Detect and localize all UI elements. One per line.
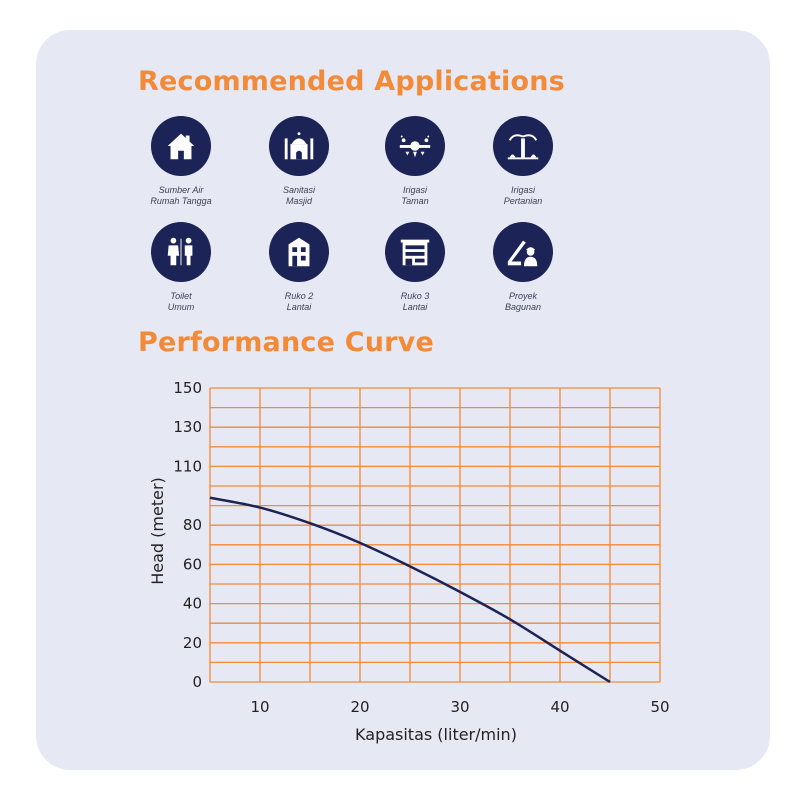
app-label-line2: Umum (167, 302, 195, 312)
mosque-icon (269, 116, 329, 176)
performance-curve-title: Performance Curve (138, 327, 434, 358)
toilet-people-icon (151, 222, 211, 282)
x-tick-label: 40 (550, 698, 569, 716)
y-tick-label: 60 (183, 555, 202, 573)
x-tick-label: 20 (350, 698, 369, 716)
y-tick-label: 110 (173, 457, 202, 475)
app-label-line1: Sumber Air (158, 185, 204, 195)
app-label-line2: Pertanian (503, 196, 543, 206)
app-label-line1: Toilet (170, 291, 192, 301)
x-axis-label: Kapasitas (liter/min) (355, 725, 517, 744)
app-item-household: Sumber Air Rumah Tangga (126, 116, 236, 207)
app-item-mosque: Sanitasi Masjid (244, 116, 354, 207)
recommended-applications-title: Recommended Applications (138, 66, 565, 97)
house-icon (151, 116, 211, 176)
y-tick-label: 150 (173, 379, 202, 397)
y-axis-ticks: 0 20 40 60 80 110 130 150 (173, 379, 202, 691)
app-label-line1: Sanitasi (282, 185, 316, 195)
app-item-farm-irrigation: Irigasi Pertanian (468, 116, 578, 207)
app-item-garden-irrigation: Irigasi Taman (360, 116, 470, 207)
farm-irrigation-icon (493, 116, 553, 176)
y-tick-label: 80 (183, 516, 202, 534)
app-item-shophouse-3: Ruko 3 Lantai (360, 222, 470, 313)
garden-sprinkler-icon (385, 116, 445, 176)
app-item-shophouse-2: Ruko 2 Lantai (244, 222, 354, 313)
y-tick-label: 40 (183, 595, 202, 613)
app-label-line1: Irigasi (510, 185, 535, 195)
performance-curve-line (209, 496, 611, 684)
x-tick-label: 30 (450, 698, 469, 716)
app-label-line2: Lantai (402, 302, 428, 312)
app-label-line1: Irigasi (402, 185, 427, 195)
performance-curve-chart: 0 20 40 60 80 110 130 150 10 20 30 40 50 Head (mete… (148, 379, 670, 744)
app-label-line2: Taman (401, 196, 429, 206)
shophouse-2-icon (269, 222, 329, 282)
y-tick-label: 130 (173, 418, 202, 436)
x-tick-label: 10 (250, 698, 269, 716)
app-label-line1: Proyek (508, 291, 537, 301)
x-tick-label: 50 (650, 698, 669, 716)
app-label-line1: Ruko 2 (284, 291, 314, 301)
app-label-line2: Masjid (285, 196, 312, 206)
shophouse-3-icon (385, 222, 445, 282)
app-label-line2: Lantai (286, 302, 312, 312)
app-label-line1: Ruko 3 (400, 291, 430, 301)
x-axis-ticks: 10 20 30 40 50 (250, 698, 669, 716)
app-label-line2: Bagunan (504, 302, 542, 312)
chart-grid (209, 387, 661, 683)
app-item-construction-project: Proyek Bagunan (468, 222, 578, 313)
y-axis-label: Head (meter) (148, 477, 167, 585)
y-tick-label: 20 (183, 634, 202, 652)
app-label-line2: Rumah Tangga (150, 196, 212, 206)
app-item-public-toilet: Toilet Umum (126, 222, 236, 313)
construction-worker-icon (493, 222, 553, 282)
y-tick-label: 0 (192, 673, 202, 691)
